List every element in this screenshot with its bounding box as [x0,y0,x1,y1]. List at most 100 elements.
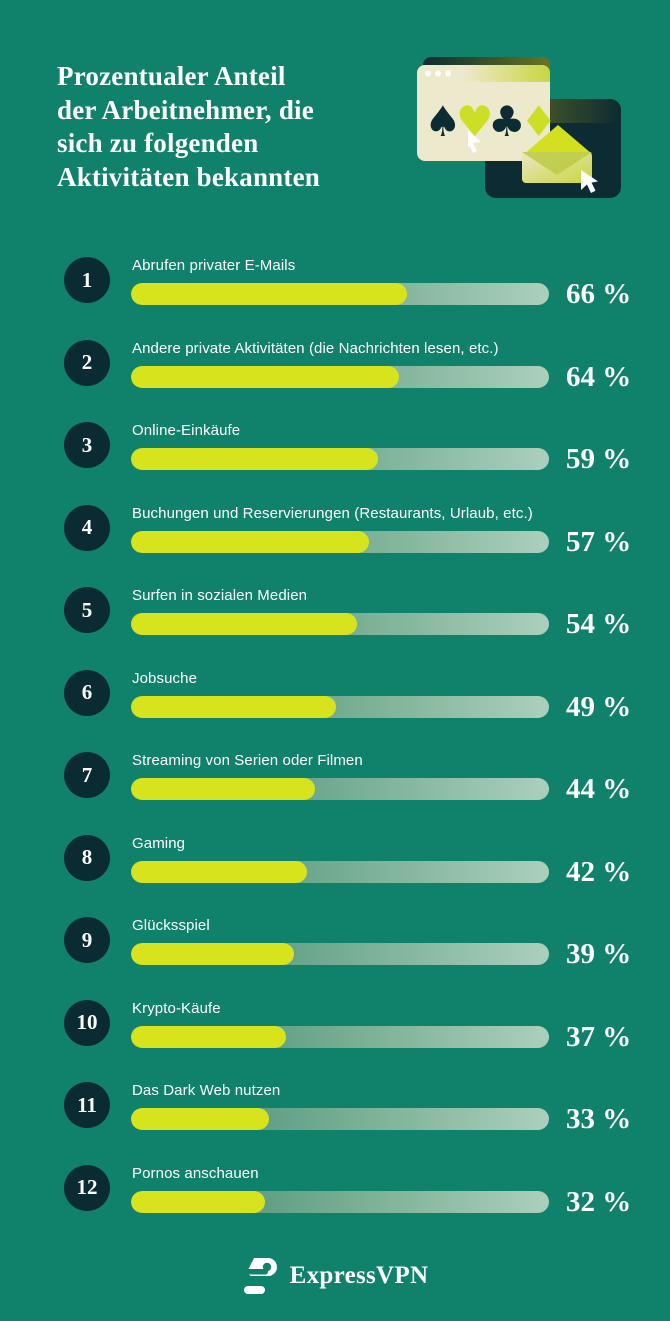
bar-fill [131,530,370,553]
row-content: Krypto-Käufe 37 % [131,999,670,1053]
bar-fill [131,860,307,883]
bar-value: 64 % [566,360,632,393]
rank-badge: 5 [64,587,110,633]
chart-row: 12 Pornos anschauen 32 % [64,1164,670,1218]
bar-label: Surfen in sozialen Medien [132,587,308,604]
window-dot-icon [445,70,451,77]
bar-fill [131,695,336,718]
bar-fill [131,1025,286,1048]
rank-badge: 6 [64,669,110,716]
rank-badge: 10 [64,999,110,1046]
row-content: Abrufen privater E-Mails 66 % [131,256,670,310]
bar-fill [131,365,399,388]
bar-fill [131,1108,269,1130]
footer: ExpressVPN [0,1256,670,1296]
bar-label: Krypto-Käufe [132,999,221,1017]
rank-badge: 8 [64,834,110,881]
envelope-icon [522,125,592,183]
rank-badge: 2 [64,339,110,386]
row-content: Jobsuche 49 % [131,669,670,721]
bar-fill [131,283,407,305]
bar-label: Das Dark Web nutzen [132,1082,281,1099]
bar-line: 59 % [131,443,670,475]
chart-row: 11 Das Dark Web nutzen 33 % [64,1081,670,1135]
bar-line: 64 % [131,360,670,393]
row-content: Gaming 42 % [131,834,670,888]
bar-fill [131,613,357,635]
bar-label: Pornos anschauen [132,1164,259,1182]
rank-badge: 1 [64,257,110,303]
bar-track [131,1025,549,1048]
row-content: Pornos anschauen 32 % [131,1164,670,1218]
bar-chart: 1 Abrufen privater E-Mails 66 % 2 Andere… [0,256,670,1218]
chart-row: 5 Surfen in sozialen Medien 54 % [64,586,670,640]
bar-track [131,695,549,718]
bar-value: 37 % [566,1020,632,1053]
club-icon: ♣ [488,97,526,146]
chart-row: 9 Glücksspiel 39 % [64,916,670,970]
chart-row: 8 Gaming 42 % [64,834,670,888]
bar-fill [131,778,315,800]
header-illustration: ♠ ♥ ♣ ♦ [417,57,621,198]
rank-badge: 3 [64,422,110,468]
chart-row: 2 Andere private Aktivitäten (die Nachri… [64,339,670,393]
bar-line: 57 % [131,527,670,556]
bar-value: 39 % [566,938,632,970]
bar-label: Jobsuche [132,669,198,687]
bar-label: Gaming [132,834,186,852]
rank-badge: 12 [64,1164,110,1211]
bar-track [131,365,549,388]
cursor-icon [581,170,598,193]
bar-line: 42 % [131,855,670,888]
chart-row: 7 Streaming von Serien oder Filmen 44 % [64,751,670,805]
bar-label: Andere private Aktivitäten (die Nachrich… [132,339,499,357]
chart-row: 4 Buchungen und Reservierungen (Restaura… [64,504,670,556]
bar-value: 42 % [566,855,632,888]
bar-value: 44 % [566,773,632,805]
bar-fill [131,448,378,470]
bar-track [131,613,549,635]
rank-badge: 9 [64,917,110,963]
chart-row: 10 Krypto-Käufe 37 % [64,999,670,1053]
bar-value: 54 % [566,608,632,640]
bar-track [131,1190,549,1213]
bar-value: 32 % [566,1185,632,1218]
header: Prozentualer Anteil der Arbeitnehmer, di… [0,0,670,206]
bar-track [131,860,549,883]
row-content: Online-Einkäufe 59 % [131,421,670,475]
bar-line: 44 % [131,773,670,805]
spade-icon: ♠ [424,97,462,146]
rank-badge: 11 [64,1082,110,1128]
browser-window-icon: ♠ ♥ ♣ ♦ [417,65,558,161]
bar-track [131,530,549,553]
bar-label: Online-Einkäufe [132,422,241,439]
chart-row: 1 Abrufen privater E-Mails 66 % [64,256,670,310]
page-title: Prozentualer Anteil der Arbeitnehmer, di… [57,61,320,192]
brand-wordmark: ExpressVPN [289,1261,429,1289]
chart-row: 6 Jobsuche 49 % [64,669,670,721]
bar-line: 39 % [131,938,670,970]
bar-track [131,283,549,305]
bar-value: 33 % [566,1103,632,1135]
bar-line: 33 % [131,1103,670,1135]
bar-line: 49 % [131,692,670,721]
bar-track [131,778,549,800]
bar-fill [131,1190,265,1213]
bar-track [131,448,549,470]
chart-row: 3 Online-Einkäufe 59 % [64,421,670,475]
row-content: Andere private Aktivitäten (die Nachrich… [131,339,670,393]
rank-badge: 4 [64,504,110,551]
window-dot-icon [425,70,431,77]
bar-line: 32 % [131,1185,670,1218]
bar-value: 59 % [566,443,632,475]
row-content: Glücksspiel 39 % [131,916,670,970]
bar-track [131,943,549,965]
window-dot-icon [435,70,441,77]
expressvpn-logo-icon [243,1257,277,1294]
bar-label: Streaming von Serien oder Filmen [132,752,363,769]
row-content: Streaming von Serien oder Filmen 44 % [131,751,670,805]
bar-line: 37 % [131,1020,670,1053]
bar-value: 66 % [566,278,632,310]
bar-label: Glücksspiel [132,917,210,934]
row-content: Buchungen und Reservierungen (Restaurant… [131,504,670,556]
